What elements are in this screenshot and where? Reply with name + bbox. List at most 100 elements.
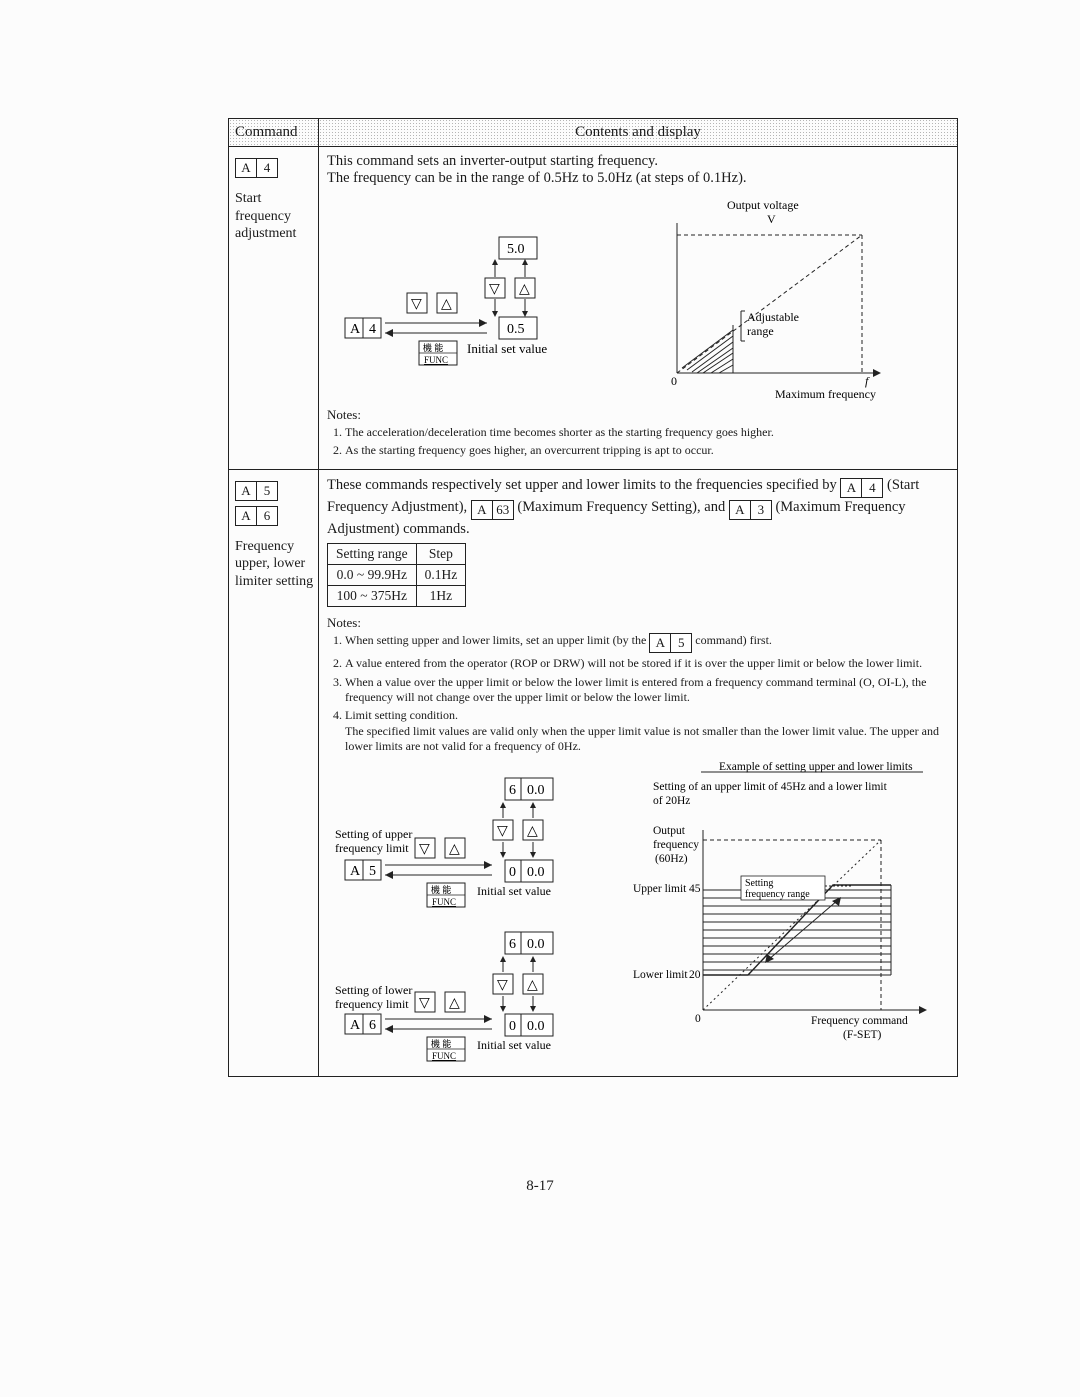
svg-text:A: A <box>350 864 361 879</box>
a4-notes: The acceleration/deceleration time becom… <box>327 425 949 459</box>
svg-text:△: △ <box>527 824 538 839</box>
svg-text:▽: ▽ <box>497 978 508 993</box>
a4-notes-label: Notes: <box>327 407 949 423</box>
svg-text:△: △ <box>441 297 452 312</box>
svg-text:(F-SET): (F-SET) <box>843 1029 882 1041</box>
svg-text:f: f <box>865 374 870 388</box>
svg-text:Upper limit: Upper limit <box>633 883 687 895</box>
svg-text:機 能: 機 能 <box>431 884 451 895</box>
svg-text:6: 6 <box>369 1018 376 1033</box>
a56-desc: These commands respectively set upper an… <box>327 476 949 540</box>
cmd-a6: A 6 <box>235 506 278 526</box>
col-right-a4: This command sets an inverter-output sta… <box>319 147 957 469</box>
svg-text:0: 0 <box>695 1013 701 1025</box>
svg-text:▽: ▽ <box>489 282 500 297</box>
svg-text:FUNC: FUNC <box>424 355 448 365</box>
cmd-a4-r: 4 <box>256 159 277 177</box>
svg-text:frequency: frequency <box>653 839 699 851</box>
svg-text:Setting of upper: Setting of upper <box>335 827 412 841</box>
page-number: 8-17 <box>0 1178 1080 1195</box>
svg-text:Setting of lower: Setting of lower <box>335 983 412 997</box>
svg-text:機 能: 機 能 <box>423 342 443 353</box>
svg-text:frequency range: frequency range <box>745 889 810 900</box>
a56-notes: When setting upper and lower limits, set… <box>327 633 949 754</box>
svg-text:of 20Hz: of 20Hz <box>653 795 690 807</box>
svg-text:6: 6 <box>509 783 516 798</box>
col-left-a4: A 4 Start frequency adjustment <box>229 147 319 469</box>
row-a56: A 5 A 6 Frequency upper, lower limiter s… <box>229 470 957 1077</box>
inline-a5: A 5 <box>649 633 692 653</box>
svg-text:Maximum frequency: Maximum frequency <box>775 387 876 401</box>
svg-text:Initial set value: Initial set value <box>477 884 551 898</box>
svg-text:0: 0 <box>509 865 516 880</box>
inline-a4: A 4 <box>840 478 883 498</box>
inline-a3: A 3 <box>729 500 772 520</box>
svg-text:0.0: 0.0 <box>527 865 545 880</box>
svg-text:Initial set value: Initial set value <box>477 1038 551 1052</box>
page: Command Contents and display A 4 Start f… <box>0 0 1080 1397</box>
svg-text:frequency limit: frequency limit <box>335 841 409 855</box>
a56-notes-label: Notes: <box>327 615 949 631</box>
header-row: Command Contents and display <box>229 119 957 147</box>
svg-text:Lower limit: Lower limit <box>633 969 688 981</box>
svg-text:0.0: 0.0 <box>527 937 545 952</box>
svg-text:20: 20 <box>689 969 701 981</box>
a4-graph: Output voltage V <box>637 193 897 403</box>
svg-text:A: A <box>350 1018 361 1033</box>
a56-note-3: When a value over the upper limit or bel… <box>345 675 949 706</box>
cmd-a5: A 5 <box>235 481 278 501</box>
svg-text:機 能: 機 能 <box>431 1038 451 1049</box>
svg-text:Output voltage: Output voltage <box>727 198 799 212</box>
svg-text:▽: ▽ <box>411 297 422 312</box>
a4-note-2: As the starting frequency goes higher, a… <box>345 443 949 458</box>
svg-text:A: A <box>350 322 361 337</box>
cmd-a4: A 4 <box>235 158 278 178</box>
svg-text:0.0: 0.0 <box>527 783 545 798</box>
main-table: Command Contents and display A 4 Start f… <box>228 118 958 1077</box>
svg-text:5: 5 <box>369 864 376 879</box>
svg-text:△: △ <box>449 996 460 1011</box>
svg-text:Frequency command: Frequency command <box>811 1015 908 1027</box>
svg-text:6: 6 <box>509 937 516 952</box>
inline-a63: A 63 <box>471 500 514 520</box>
svg-text:△: △ <box>527 978 538 993</box>
row-a4: A 4 Start frequency adjustment This comm… <box>229 147 957 470</box>
header-contents: Contents and display <box>319 119 957 146</box>
a6-flow-diagram: Setting of lower frequency limit A6 ▽ △ … <box>327 920 627 1070</box>
svg-text:△: △ <box>449 842 460 857</box>
svg-text:(60Hz): (60Hz) <box>655 853 688 865</box>
example-graph: Example of setting upper and lower limit… <box>633 760 943 1060</box>
a4-flow-diagram: A 4 ▽ △ 機 能 <box>327 193 627 393</box>
svg-text:Example of setting upper and l: Example of setting upper and lower limit… <box>719 761 913 773</box>
a5-flow-diagram: Setting of upper frequency limit A5 ▽ △ <box>327 760 627 920</box>
a56-title: Frequency upper, lower limiter setting <box>235 538 314 591</box>
svg-text:△: △ <box>519 282 530 297</box>
setting-range-table: Setting rangeStep 0.0 ~ 99.9Hz0.1Hz 100 … <box>327 543 466 607</box>
a4-title: Start frequency adjustment <box>235 190 314 243</box>
svg-text:Adjustable: Adjustable <box>747 310 799 324</box>
a4-desc2: The frequency can be in the range of 0.5… <box>327 170 949 187</box>
a4-note-1: The acceleration/deceleration time becom… <box>345 425 949 440</box>
header-command: Command <box>229 119 319 146</box>
svg-text:▽: ▽ <box>497 824 508 839</box>
initial-set-value-label: Initial set value <box>467 341 547 356</box>
svg-text:0: 0 <box>509 1019 516 1034</box>
svg-text:V: V <box>767 212 776 226</box>
a56-note-1: When setting upper and lower limits, set… <box>345 633 949 653</box>
svg-text:Setting: Setting <box>745 878 773 889</box>
col-right-a56: These commands respectively set upper an… <box>319 470 957 1077</box>
svg-text:0.5: 0.5 <box>507 322 525 337</box>
svg-text:FUNC: FUNC <box>432 897 456 907</box>
svg-text:Output: Output <box>653 825 686 837</box>
svg-text:4: 4 <box>369 322 376 337</box>
svg-text:FUNC: FUNC <box>432 1051 456 1061</box>
svg-text:▽: ▽ <box>419 996 430 1011</box>
svg-text:45: 45 <box>689 883 701 895</box>
cmd-a4-l: A <box>236 159 256 177</box>
svg-text:0: 0 <box>671 374 677 388</box>
svg-text:0.0: 0.0 <box>527 1019 545 1034</box>
svg-text:▽: ▽ <box>419 842 430 857</box>
svg-text:Setting of an upper limit of 4: Setting of an upper limit of 45Hz and a … <box>653 781 888 793</box>
svg-text:range: range <box>747 324 774 338</box>
svg-text:5.0: 5.0 <box>507 242 525 257</box>
